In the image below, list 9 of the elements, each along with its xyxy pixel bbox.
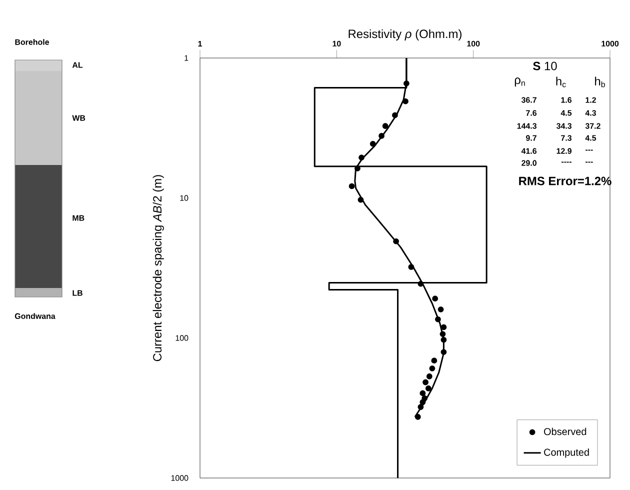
legend-label: Computed [544,448,589,458]
annotation: h$_{b}$ [595,76,605,88]
annotation: S 10 [533,62,557,70]
x-axis-title: Resistivity ρ (Ohm.m) [348,29,462,40]
annotation: RMS Error=1.2% [519,176,612,186]
legend-label: Observed [544,428,586,436]
annotation: h$_{c}$ [556,76,566,88]
y-axis-title: Current electrode spacing AB/2 (m) [152,175,164,362]
annotation: ρ$_{n}$ [514,78,525,86]
